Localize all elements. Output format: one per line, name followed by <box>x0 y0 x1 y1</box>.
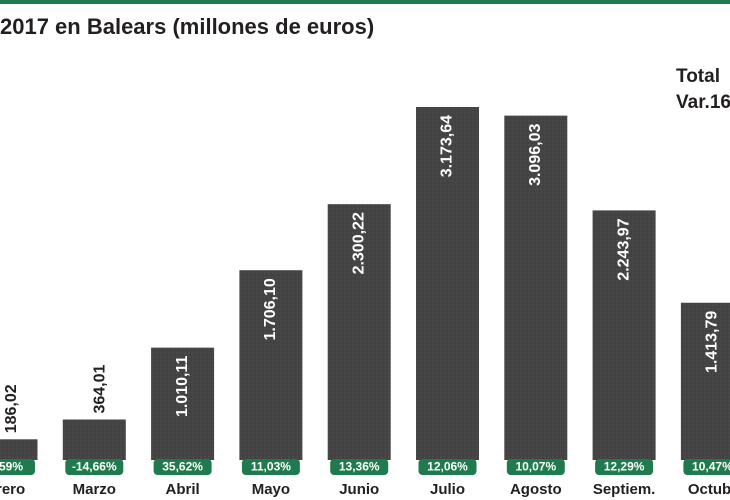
variation-badge <box>506 459 565 475</box>
variation-label: 10,47% <box>692 460 730 474</box>
category-label: Agosto <box>510 481 562 498</box>
variation-label: -14,66% <box>72 460 117 474</box>
variation-label: 13,36% <box>339 460 380 474</box>
variation-label: 11,03% <box>251 460 291 474</box>
variation-badge <box>65 459 124 475</box>
bars-group <box>0 107 730 461</box>
top-rule <box>0 0 730 4</box>
bar-texture <box>0 439 38 460</box>
variation-badge <box>418 459 477 475</box>
bar-texture <box>592 210 656 460</box>
variation-label: 35,62% <box>162 460 203 474</box>
category-label: brero <box>0 481 25 498</box>
value-label: 186,02 <box>3 384 20 433</box>
total-label: Total <box>676 66 720 87</box>
chart-title: 2017 en Balears (millones de euros) <box>0 14 375 39</box>
variation-badge <box>330 459 389 475</box>
variation-badges-group: 4,59% -14,66% 35,62% 11,03% 13,36% 12,06% 10,0… <box>0 459 730 475</box>
bar-texture <box>151 347 215 460</box>
value-label: 1.706,10 <box>262 278 279 340</box>
variation-badge <box>683 459 730 475</box>
value-label: 3.173,64 <box>439 115 456 177</box>
bar-texture <box>680 302 730 460</box>
category-labels-group: brero Marzo Abril Mayo Junio Julio Agosto Septi… <box>0 481 730 498</box>
bar-texture <box>504 115 568 461</box>
bar-texture <box>327 204 391 460</box>
variation-total-label: Var.16 <box>676 92 730 113</box>
variation-badge <box>153 459 212 475</box>
value-label: 1.010,11 <box>174 356 191 418</box>
category-label: Junio <box>339 481 379 498</box>
category-label: Marzo <box>73 481 116 498</box>
variation-label: 12,29% <box>604 460 645 474</box>
category-label: Septiem. <box>593 481 656 498</box>
variation-label: 4,59% <box>0 460 23 474</box>
bar-texture <box>239 270 303 460</box>
bar-texture <box>62 419 126 460</box>
category-label: Abril <box>166 481 200 498</box>
value-label: 1.413,79 <box>704 311 721 373</box>
variation-badge <box>241 459 300 475</box>
category-label: Octubr <box>688 481 730 498</box>
variation-badge <box>595 459 654 475</box>
variation-label: 12,06% <box>427 460 468 474</box>
value-label: 2.300,22 <box>350 212 367 274</box>
category-label: Mayo <box>252 481 290 498</box>
variation-label: 10,07% <box>515 460 556 474</box>
value-label: 3.096,03 <box>527 124 544 186</box>
value-label: 364,01 <box>92 364 109 413</box>
category-label: Julio <box>430 481 465 498</box>
variation-badge <box>0 459 35 475</box>
value-labels-group: 186,02 364,01 1.010,11 1.706,10 2.300,22 3.17… <box>3 115 720 433</box>
value-label: 2.243,97 <box>615 218 632 280</box>
bar-texture <box>416 107 479 460</box>
